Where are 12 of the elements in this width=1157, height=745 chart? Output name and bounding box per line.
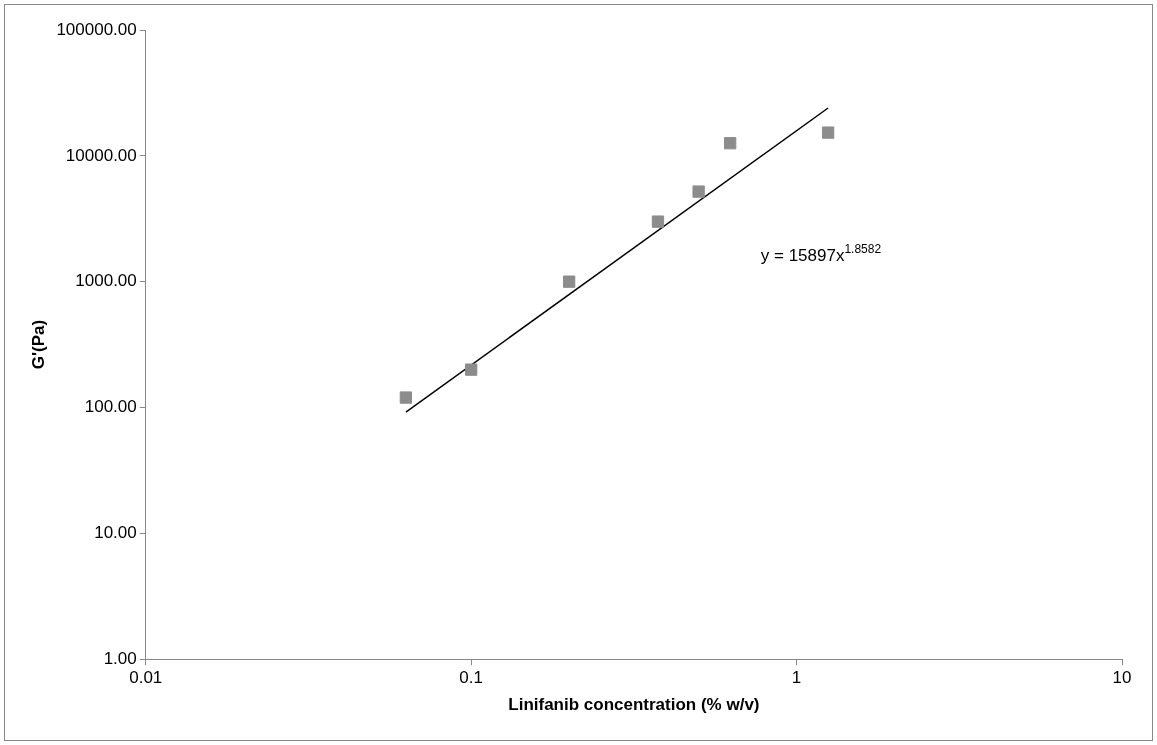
- y-tick-label: 100000.00: [56, 19, 137, 39]
- x-axis-title: Linifanib concentration (% w/v): [508, 695, 760, 715]
- x-tick-label: 0.1: [459, 668, 483, 688]
- y-tick-label: 1000.00: [75, 271, 137, 291]
- y-axis-title: G'(Pa): [28, 319, 48, 370]
- x-tick-label: 10: [1112, 668, 1132, 688]
- y-tick-label: 100.00: [84, 397, 137, 417]
- y-tick-label: 10000.00: [65, 145, 137, 165]
- y-tick-label: 1.00: [103, 648, 137, 668]
- x-tick-label: 0.01: [129, 668, 163, 688]
- x-tick-label: 1: [791, 668, 802, 688]
- y-tick-label: 10.00: [94, 523, 137, 543]
